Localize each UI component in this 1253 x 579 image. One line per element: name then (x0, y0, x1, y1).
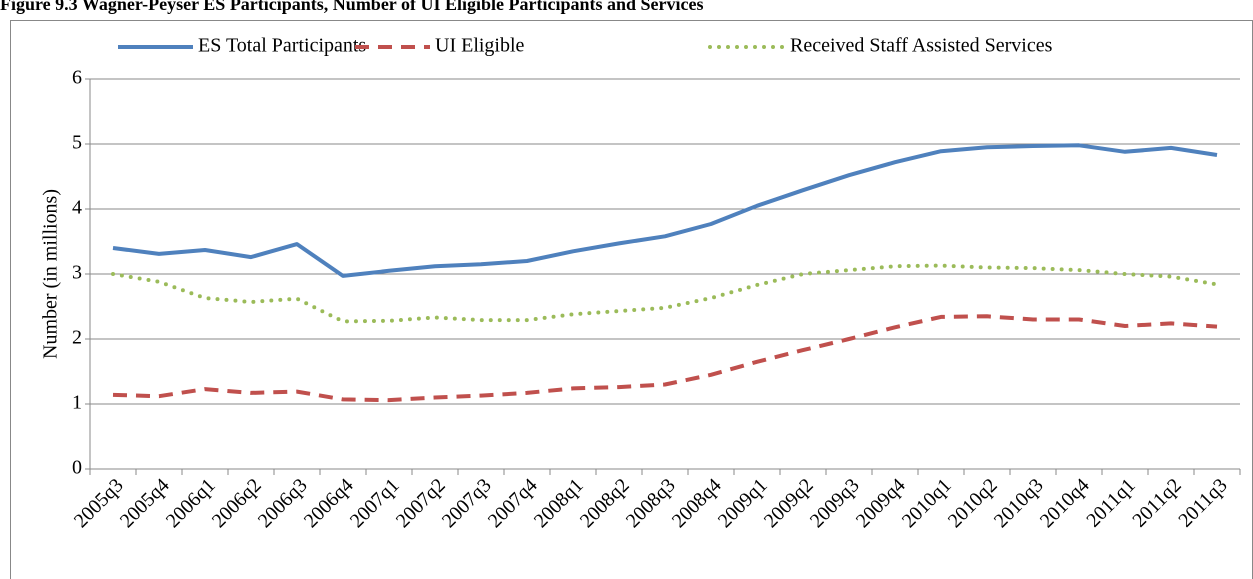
x-tick-label: 2007q1 (346, 474, 404, 532)
y-tick-label: 0 (72, 457, 82, 479)
x-tick-label: 2006q3 (254, 474, 312, 532)
y-axis-label: Number (in millions) (40, 189, 62, 359)
y-tick-label: 6 (72, 67, 82, 89)
y-tick-label: 1 (72, 392, 82, 414)
x-tick-label: 2005q4 (116, 474, 174, 532)
x-tick-label: 2011q3 (1174, 474, 1231, 531)
x-tick-label: 2009q4 (852, 474, 910, 532)
x-tick-label: 2011q1 (1082, 474, 1139, 531)
y-tick-label: 3 (72, 262, 82, 284)
x-tick-label: 2006q1 (162, 474, 220, 532)
y-tick-label: 2 (72, 327, 82, 349)
series-line (111, 263, 1219, 324)
x-tick-label: 2009q2 (760, 474, 818, 532)
legend-label: ES Total Participants (198, 35, 366, 57)
chart-title: Figure 9.3 Wagner-Peyser ES Participants… (0, 0, 703, 14)
x-tick-label: 2007q3 (438, 474, 496, 532)
x-tick-label: 2007q2 (392, 474, 450, 532)
legend-label: UI Eligible (435, 35, 525, 57)
x-tick-label: 2008q4 (668, 474, 726, 532)
x-tick-label: 2006q2 (208, 474, 266, 532)
x-tick-label: 2008q1 (530, 474, 588, 532)
legend-label: Received Staff Assisted Services (790, 35, 1053, 57)
x-tick-label: 2008q3 (622, 474, 680, 532)
series-line (112, 314, 1218, 403)
x-tick-label: 2009q1 (714, 474, 772, 532)
y-tick-label: 5 (72, 132, 82, 154)
x-tick-label: 2006q4 (300, 474, 358, 532)
x-tick-label: 2009q3 (806, 474, 864, 532)
x-tick-label: 2010q1 (898, 474, 956, 532)
x-tick-label: 2010q3 (990, 474, 1048, 532)
x-tick-label: 2010q4 (1036, 474, 1094, 532)
x-tick-label: 2005q3 (70, 474, 128, 532)
y-tick-label: 4 (72, 197, 82, 219)
x-tick-label: 2008q2 (576, 474, 634, 532)
series-line (112, 143, 1218, 278)
x-tick-label: 2007q4 (484, 474, 542, 532)
x-tick-label: 2010q2 (944, 474, 1002, 532)
x-tick-label: 2011q2 (1128, 474, 1185, 531)
